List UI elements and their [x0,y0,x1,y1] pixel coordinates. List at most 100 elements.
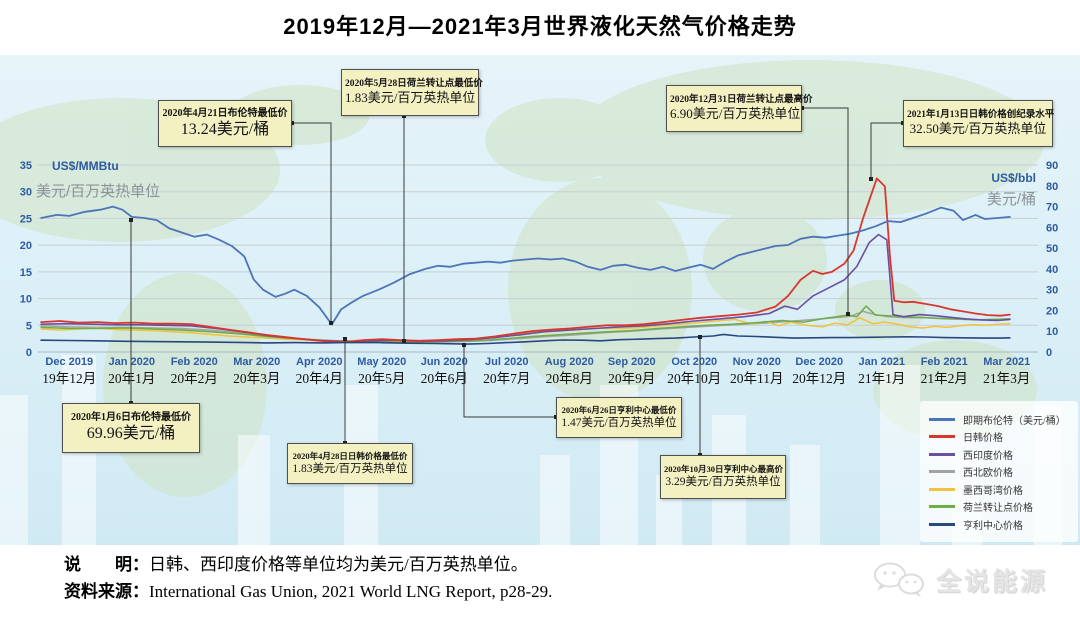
right-axis-tick: 50 [1046,243,1058,255]
month-label-en: Jul 2020 [485,356,528,368]
left-axis-tick: 5 [26,320,32,332]
note-source-label: 资料来源： [64,582,149,602]
note-explanation-label: 说 明： [64,555,149,574]
legend-swatch-brent [929,417,955,421]
right-axis-tick: 40 [1046,264,1058,276]
month-label-en: Dec 2019 [45,356,93,368]
annotation-value-line: 69.96美元/桶 [86,425,176,443]
month-label-zh: 19年12月 [42,371,96,386]
right-axis-unit-zh: 美元/桶 [987,191,1036,208]
left-axis-unit-zh: 美元/百万英热单位 [36,182,160,200]
month-label-en: Aug 2020 [545,356,594,368]
legend-item-nw-europe: 西北欧价格 [929,464,1069,479]
annotation-ttf-low: 2020年5月28日荷兰转让点最低价 1.83美元/百万英热单位 [341,69,483,116]
right-axis-tick: 70 [1046,202,1058,214]
month-label-zh: 21年3月 [983,371,1030,386]
month-label-zh: 20年9月 [608,371,655,386]
month-label-en: Oct 2020 [671,356,717,368]
month-label-zh: 20年8月 [546,371,593,386]
connector-dot [129,218,133,222]
annotation-value-line: 13.24美元/桶 [180,120,270,138]
connector-dot [343,337,347,341]
legend-swatch-gulf [929,487,955,491]
left-axis-tick: 0 [26,347,32,359]
legend-label: 亨利中心价格 [963,520,1023,532]
wechat-icon [874,562,924,597]
page-title: 2019年12月—2021年3月世界液化天然气价格走势 [283,14,797,39]
annotation-date-line: 2020年5月28日荷兰转让点最低价 [345,78,483,89]
price-chart: 0 5 10 15 20 25 30 35 0 10 20 30 40 50 60 70 80 90 US$/MMB… [0,60,1062,545]
annotation-brent-low-jan: 2020年1月6日布伦特最低价 69.96美元/桶 [62,403,200,453]
month-label-zh: 20年10月 [667,371,721,386]
month-label-zh: 21年1月 [858,371,905,386]
left-axis-tick: 10 [20,294,32,306]
annotation-date-line: 2020年4月21日布伦特最低价 [162,107,288,119]
connector-dot [846,312,850,316]
legend-item-gulf: 墨西哥湾价格 [929,482,1069,497]
month-label-zh: 20年2月 [171,371,218,386]
legend-label: 日韩价格 [963,433,1003,444]
annotation-jkm-low: 2020年4月28日日韩价格最低价 1.83美元/百万英热单位 [287,443,413,484]
annotation-ttf-high: 2020年12月31日荷兰转让点最高价 6.90美元/百万英热单位 [666,85,813,132]
right-axis-unit-en: US$/bbl [991,171,1036,185]
legend-label: 墨西哥湾价格 [963,485,1023,497]
connector-dot [800,106,804,110]
annotation-value-line: 3.29美元/百万英热单位 [665,476,781,489]
month-label-en: Jan 2020 [109,356,155,368]
series-line-brent [40,205,1011,326]
left-axis-tick: 15 [20,267,32,279]
legend-swatch-ttf [929,505,955,508]
annotation-date-line: 2020年12月31日荷兰转让点最高价 [670,94,813,105]
series-line-nw-europe [40,310,1011,343]
connector-ttf-high [802,107,849,314]
watermark-text: 全说能源 [936,568,1049,596]
month-label-en: Nov 2020 [733,356,781,368]
annotation-date-line: 2020年10月30日亨利中心最高价 [664,464,784,474]
right-axis-tick: 30 [1046,285,1058,297]
right-axis-tick: 60 [1046,222,1058,234]
connector-dot [698,335,702,339]
legend-label: 西北欧价格 [963,468,1013,479]
legend-label: 西印度价格 [963,450,1013,462]
month-label-en: Sep 2020 [608,356,656,368]
annotation-value-line: 6.90美元/百万英热单位 [670,106,801,122]
connector-hh-low [463,345,556,418]
annotation-brent-low-apr: 2020年4月21日布伦特最低价 13.24美元/桶 [158,100,292,147]
right-axis-tick: 80 [1046,181,1058,193]
connector-dot [462,343,466,347]
month-label-zh: 20年12月 [792,371,846,386]
month-label-en: Jan 2021 [859,356,905,368]
month-label-en: Feb 2021 [921,356,968,368]
left-axis-tick: 20 [20,240,32,252]
month-label-zh: 20年11月 [730,371,784,386]
right-axis-tick: 90 [1046,160,1058,172]
connector-dot [329,321,333,325]
month-label-en: Mar 2020 [233,356,280,368]
note-source-text: International Gas Union, 2021 World LNG … [149,582,553,602]
month-label-en: Apr 2020 [296,356,342,368]
legend-item-jkm: 日韩价格 [929,429,1069,444]
legend-swatch-nw-europe [929,470,955,473]
legend-item-henry-hub: 亨利中心价格 [929,517,1069,532]
month-label-zh: 20年6月 [421,371,468,386]
legend-label: 即期布伦特（美元/桶） [963,415,1066,427]
connector-dot [402,114,406,118]
annotation-hh-high: 2020年10月30日亨利中心最高价 3.29美元/百万英热单位 [660,455,786,499]
legend-item-ttf: 荷兰转让点价格 [929,499,1069,514]
chart-area: 0 5 10 15 20 25 30 35 0 10 20 30 40 50 60 70 80 90 US$/MMB… [0,55,1080,545]
legend-label: 荷兰转让点价格 [963,503,1033,514]
series-line-henry-hub [40,333,1011,345]
legend-swatch-henry-hub [929,522,955,526]
annotation-date-line: 2021年1月13日日韩价格创纪录水平 [907,109,1055,120]
series-lines [40,177,1011,345]
left-axis-tick: 25 [20,213,32,225]
annotation-date-line: 2020年4月28日日韩价格最低价 [292,450,408,461]
right-axis-tick: 0 [1046,347,1052,359]
connector-dot [290,121,294,125]
series-line-jkm [40,177,1011,344]
month-label-en: May 2020 [357,356,406,368]
series-line-ttf [40,305,1011,343]
connector-jkm-record [870,122,903,179]
annotation-value-line: 1.83美元/百万英热单位 [292,462,408,475]
